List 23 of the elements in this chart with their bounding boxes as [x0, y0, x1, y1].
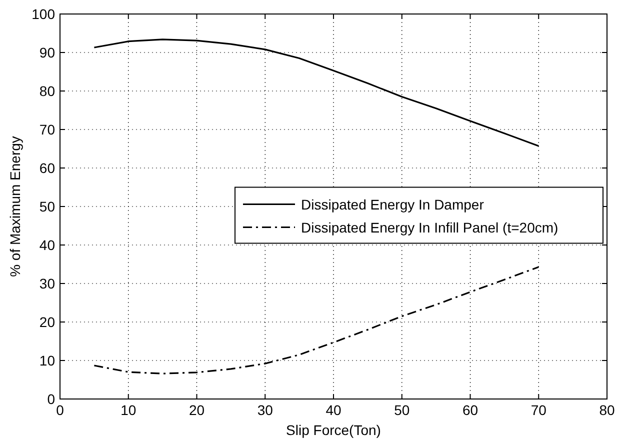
y-tick-label: 80: [39, 83, 56, 99]
legend-label: Dissipated Energy In Damper: [301, 196, 484, 212]
y-tick-label: 60: [39, 160, 56, 176]
legend-label: Dissipated Energy In Infill Panel (t=20cm): [301, 219, 558, 236]
y-tick-label: 40: [39, 237, 56, 253]
x-tick-label: 10: [120, 402, 136, 418]
y-tick-label: 50: [39, 198, 56, 214]
y-tick-label: 100: [32, 6, 56, 22]
y-tick-label: 10: [39, 352, 56, 368]
x-tick-label: 60: [462, 402, 478, 418]
y-tick-label: 70: [39, 122, 56, 138]
y-tick-label: 0: [47, 391, 56, 407]
x-tick-label: 50: [394, 402, 410, 418]
x-tick-label: 30: [257, 402, 274, 418]
y-axis-title: % of Maximum Energy: [7, 136, 23, 277]
y-tick-label: 30: [39, 276, 56, 292]
x-tick-label: 40: [326, 402, 342, 418]
x-axis-title: Slip Force(Ton): [286, 422, 381, 438]
y-tick-label: 90: [39, 44, 56, 60]
y-tick-label: 20: [39, 314, 56, 330]
x-tick-label: 70: [530, 402, 547, 418]
x-tick-label: 20: [188, 402, 205, 418]
x-tick-label: 80: [599, 402, 615, 418]
